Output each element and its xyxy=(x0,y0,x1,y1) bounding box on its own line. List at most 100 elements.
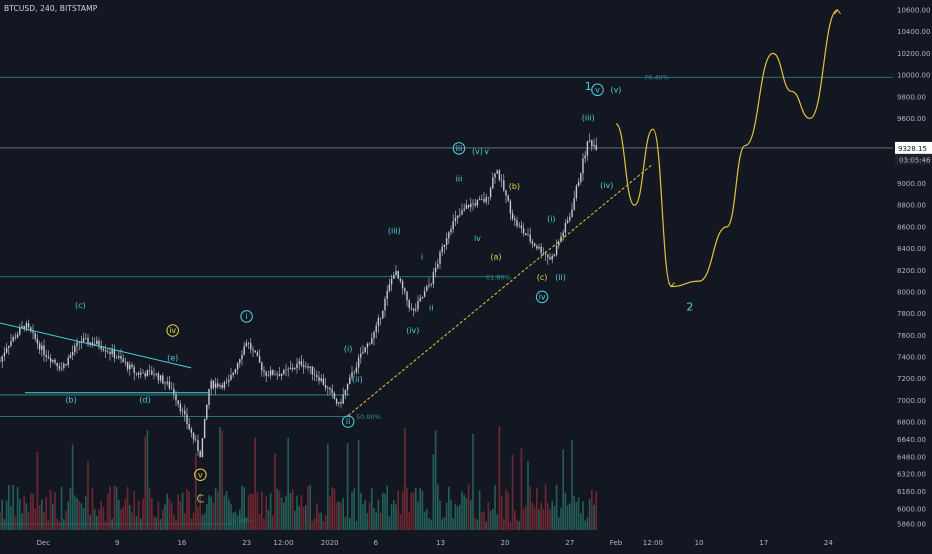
candle-body xyxy=(487,197,490,198)
candle-body xyxy=(190,429,193,433)
candle-body xyxy=(384,298,386,311)
price-axis[interactable]: 5860.00 6000.00 6160.00 6320.00 6480.00 6640.… xyxy=(895,7,932,529)
volume-bar xyxy=(547,503,549,530)
volume-bar xyxy=(177,494,179,530)
candle-body xyxy=(250,343,252,350)
volume-bar xyxy=(210,496,212,530)
y-tick-label: 8200.00 xyxy=(897,267,926,275)
symbol-title: BTCUSD, 240, BITSTAMP xyxy=(4,4,98,13)
volume-bar xyxy=(291,489,294,530)
candle-body xyxy=(14,336,17,338)
candle-body xyxy=(65,363,67,365)
volume-bar xyxy=(144,436,146,530)
candle-body xyxy=(593,144,595,147)
candle-body xyxy=(199,450,201,458)
volume-bar xyxy=(56,518,58,530)
volume-bar xyxy=(483,511,485,530)
candle-body xyxy=(485,197,487,202)
projection-arrowhead xyxy=(667,282,675,288)
volume-bar xyxy=(188,491,190,530)
candle-body xyxy=(467,205,470,208)
volume-bar xyxy=(452,518,454,530)
candle-body xyxy=(131,364,133,368)
volume-bar xyxy=(580,513,582,530)
candle-body xyxy=(575,186,578,199)
x-tick-label: 6 xyxy=(374,539,379,547)
volume-bar xyxy=(591,490,593,530)
volume-bar xyxy=(507,492,509,530)
candle-body xyxy=(69,355,72,358)
y-tick-label: 9000.00 xyxy=(897,180,926,188)
volume-bar xyxy=(509,521,512,530)
candle-body xyxy=(390,278,393,285)
candle-body xyxy=(366,343,369,348)
volume-bar xyxy=(34,508,36,530)
volume-bar xyxy=(21,513,23,530)
trend-line xyxy=(0,322,192,369)
volume-bar xyxy=(322,520,325,530)
projection-line xyxy=(615,9,838,288)
candle-body xyxy=(311,366,314,375)
candle-body xyxy=(527,234,529,236)
volume-bar xyxy=(225,491,228,530)
wave-label-circle xyxy=(166,324,179,337)
volume-bar xyxy=(408,512,410,530)
wave-label: v xyxy=(595,85,600,94)
volume-bar xyxy=(153,516,155,530)
volume-bar xyxy=(384,493,386,530)
volume-bar xyxy=(461,491,463,530)
candle-body xyxy=(509,200,512,214)
volume-bar xyxy=(386,485,388,530)
candle-body xyxy=(41,345,43,350)
volume-bar xyxy=(390,504,393,530)
volume-bar xyxy=(234,511,237,530)
candle-body xyxy=(357,357,360,368)
volume-bar xyxy=(32,493,34,530)
volume-bar xyxy=(140,518,142,530)
volume-bar xyxy=(8,485,10,530)
volume-bar xyxy=(494,485,496,530)
volume-bar xyxy=(93,508,96,530)
volume-bar xyxy=(564,492,567,530)
candle-body xyxy=(206,404,208,419)
candle-body xyxy=(379,317,382,319)
x-tick-label: Feb xyxy=(610,539,623,547)
candle-body xyxy=(280,373,283,376)
candle-body xyxy=(47,356,50,359)
candle-body xyxy=(393,275,395,279)
candle-body xyxy=(349,377,351,384)
volume-bar xyxy=(245,517,248,530)
volume-bar xyxy=(283,502,285,530)
volume-bar xyxy=(571,439,573,530)
volume-bar xyxy=(472,434,474,530)
volume-bar xyxy=(109,485,111,530)
volume-bar xyxy=(368,502,371,530)
current-price-tag xyxy=(895,141,932,154)
volume-bar xyxy=(311,521,314,530)
volume-bar xyxy=(522,508,525,530)
volume-bar xyxy=(316,503,318,530)
volume-bar xyxy=(43,511,45,530)
wave-label: (iv) xyxy=(600,181,613,190)
candle-body xyxy=(36,339,39,344)
candle-body xyxy=(434,267,437,273)
candle-body xyxy=(120,356,122,359)
candle-body xyxy=(412,308,415,311)
level-label: 76.40% xyxy=(644,74,669,82)
wave-label: v xyxy=(198,470,203,479)
time-axis[interactable]: Dec 9 16 23 12:00 2020 6 13 20 27 Feb 12:00 10 17 24 xyxy=(37,539,834,547)
volume-bar xyxy=(23,496,25,530)
candle-body xyxy=(104,350,107,352)
candle-body xyxy=(67,357,69,365)
volume-bar xyxy=(96,515,98,530)
candle-body xyxy=(102,349,105,351)
candle-body xyxy=(140,372,142,375)
candle-body xyxy=(214,383,217,388)
level-label: 50.00% xyxy=(356,413,381,421)
volume-bar xyxy=(489,510,492,530)
volume-bar xyxy=(45,496,47,530)
candle-body xyxy=(265,371,267,376)
candle-body xyxy=(478,199,481,201)
volume-bar xyxy=(426,509,428,530)
